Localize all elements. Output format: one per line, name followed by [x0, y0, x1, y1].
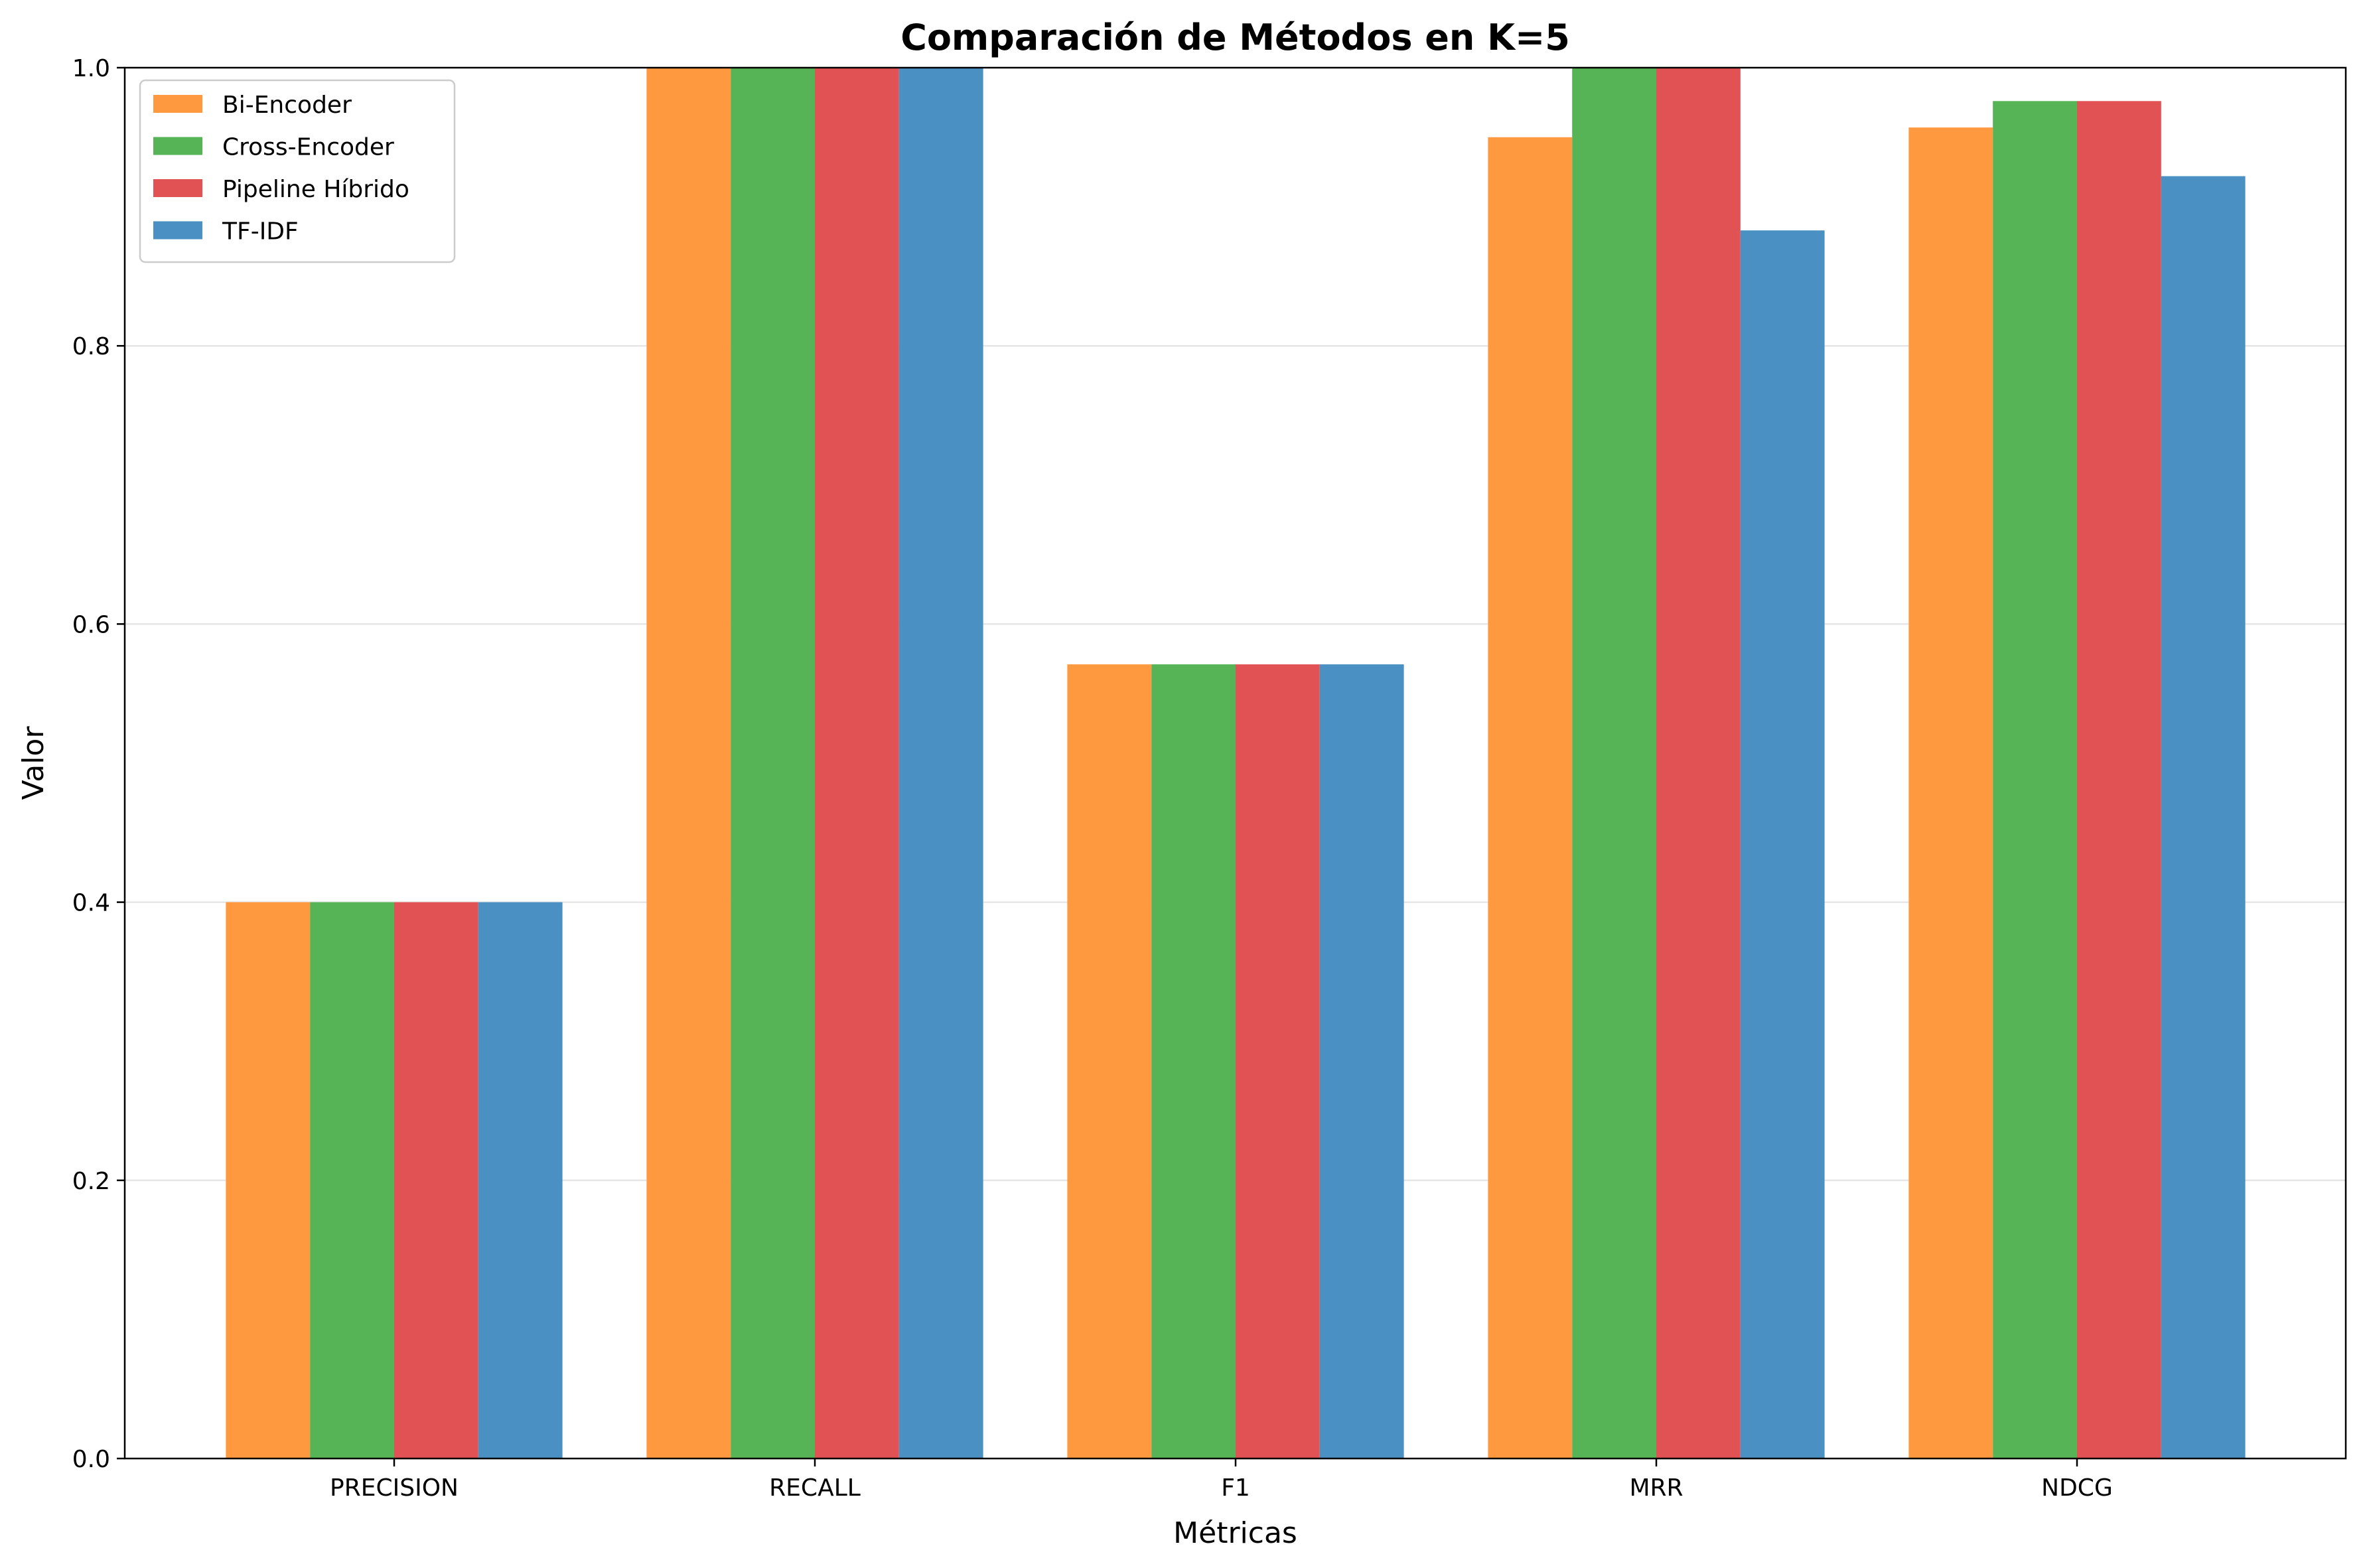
bar-cross-encoder-mrr	[1572, 68, 1656, 1459]
legend-label: TF-IDF	[222, 218, 299, 246]
bar-tf-idf-f1	[1319, 664, 1404, 1459]
bar-tf-idf-mrr	[1740, 230, 1825, 1459]
y-tick-label: 0.4	[72, 890, 110, 917]
legend-swatch	[153, 137, 202, 155]
x-tick-label: MRR	[1629, 1474, 1683, 1502]
x-axis-label: Métricas	[1173, 1516, 1297, 1550]
bar-bi-encoder-recall	[646, 68, 731, 1459]
legend-frame	[139, 79, 456, 263]
legend-swatch	[153, 95, 202, 113]
bar-cross-encoder-recall	[731, 68, 815, 1459]
bars	[226, 68, 2246, 1459]
bar-bi-encoder-mrr	[1488, 137, 1573, 1459]
x-axis: PRECISION RECALL F1 MRR NDCG	[330, 1459, 2113, 1502]
legend-swatch	[153, 221, 202, 240]
bar-cross-encoder-f1	[1151, 664, 1236, 1459]
chart-title: Comparación de Métodos en K=5	[900, 17, 1570, 58]
y-tick-label: 0.6	[72, 611, 110, 638]
y-tick-label: 1.0	[72, 55, 110, 82]
y-tick-label: 0.2	[72, 1168, 110, 1195]
bar-tf-idf-precision	[478, 902, 563, 1459]
legend-swatch	[153, 179, 202, 197]
y-axis: 0.0 0.2 0.4 0.6 0.8 1.0	[72, 55, 125, 1473]
legend-label: Bi-Encoder	[222, 92, 352, 119]
bar-tf-idf-recall	[898, 68, 983, 1459]
bar-pipeline-h-brido-recall	[815, 68, 899, 1459]
bar-bi-encoder-precision	[226, 902, 311, 1459]
bar-cross-encoder-ndcg	[1993, 101, 2077, 1459]
x-tick-label: PRECISION	[330, 1474, 459, 1502]
legend-label: Pipeline Híbrido	[222, 176, 409, 203]
x-tick-label: F1	[1221, 1474, 1250, 1502]
y-tick-label: 0.8	[72, 333, 110, 360]
bar-pipeline-h-brido-mrr	[1656, 68, 1741, 1459]
bar-cross-encoder-precision	[310, 902, 394, 1459]
bar-pipeline-h-brido-f1	[1236, 664, 1320, 1459]
y-axis-label: Valor	[17, 726, 50, 800]
bar-pipeline-h-brido-ndcg	[2077, 101, 2161, 1459]
legend: Bi-Encoder Cross-Encoder Pipeline Híbrido T…	[139, 79, 456, 263]
bar-pipeline-h-brido-precision	[394, 902, 478, 1459]
x-tick-label: RECALL	[769, 1474, 861, 1502]
bar-bi-encoder-f1	[1067, 664, 1152, 1459]
x-tick-label: NDCG	[2041, 1474, 2113, 1502]
bar-bi-encoder-ndcg	[1908, 127, 1993, 1459]
y-tick-label: 0.0	[72, 1446, 110, 1473]
bar-tf-idf-ndcg	[2161, 176, 2246, 1459]
legend-label: Cross-Encoder	[222, 134, 394, 161]
